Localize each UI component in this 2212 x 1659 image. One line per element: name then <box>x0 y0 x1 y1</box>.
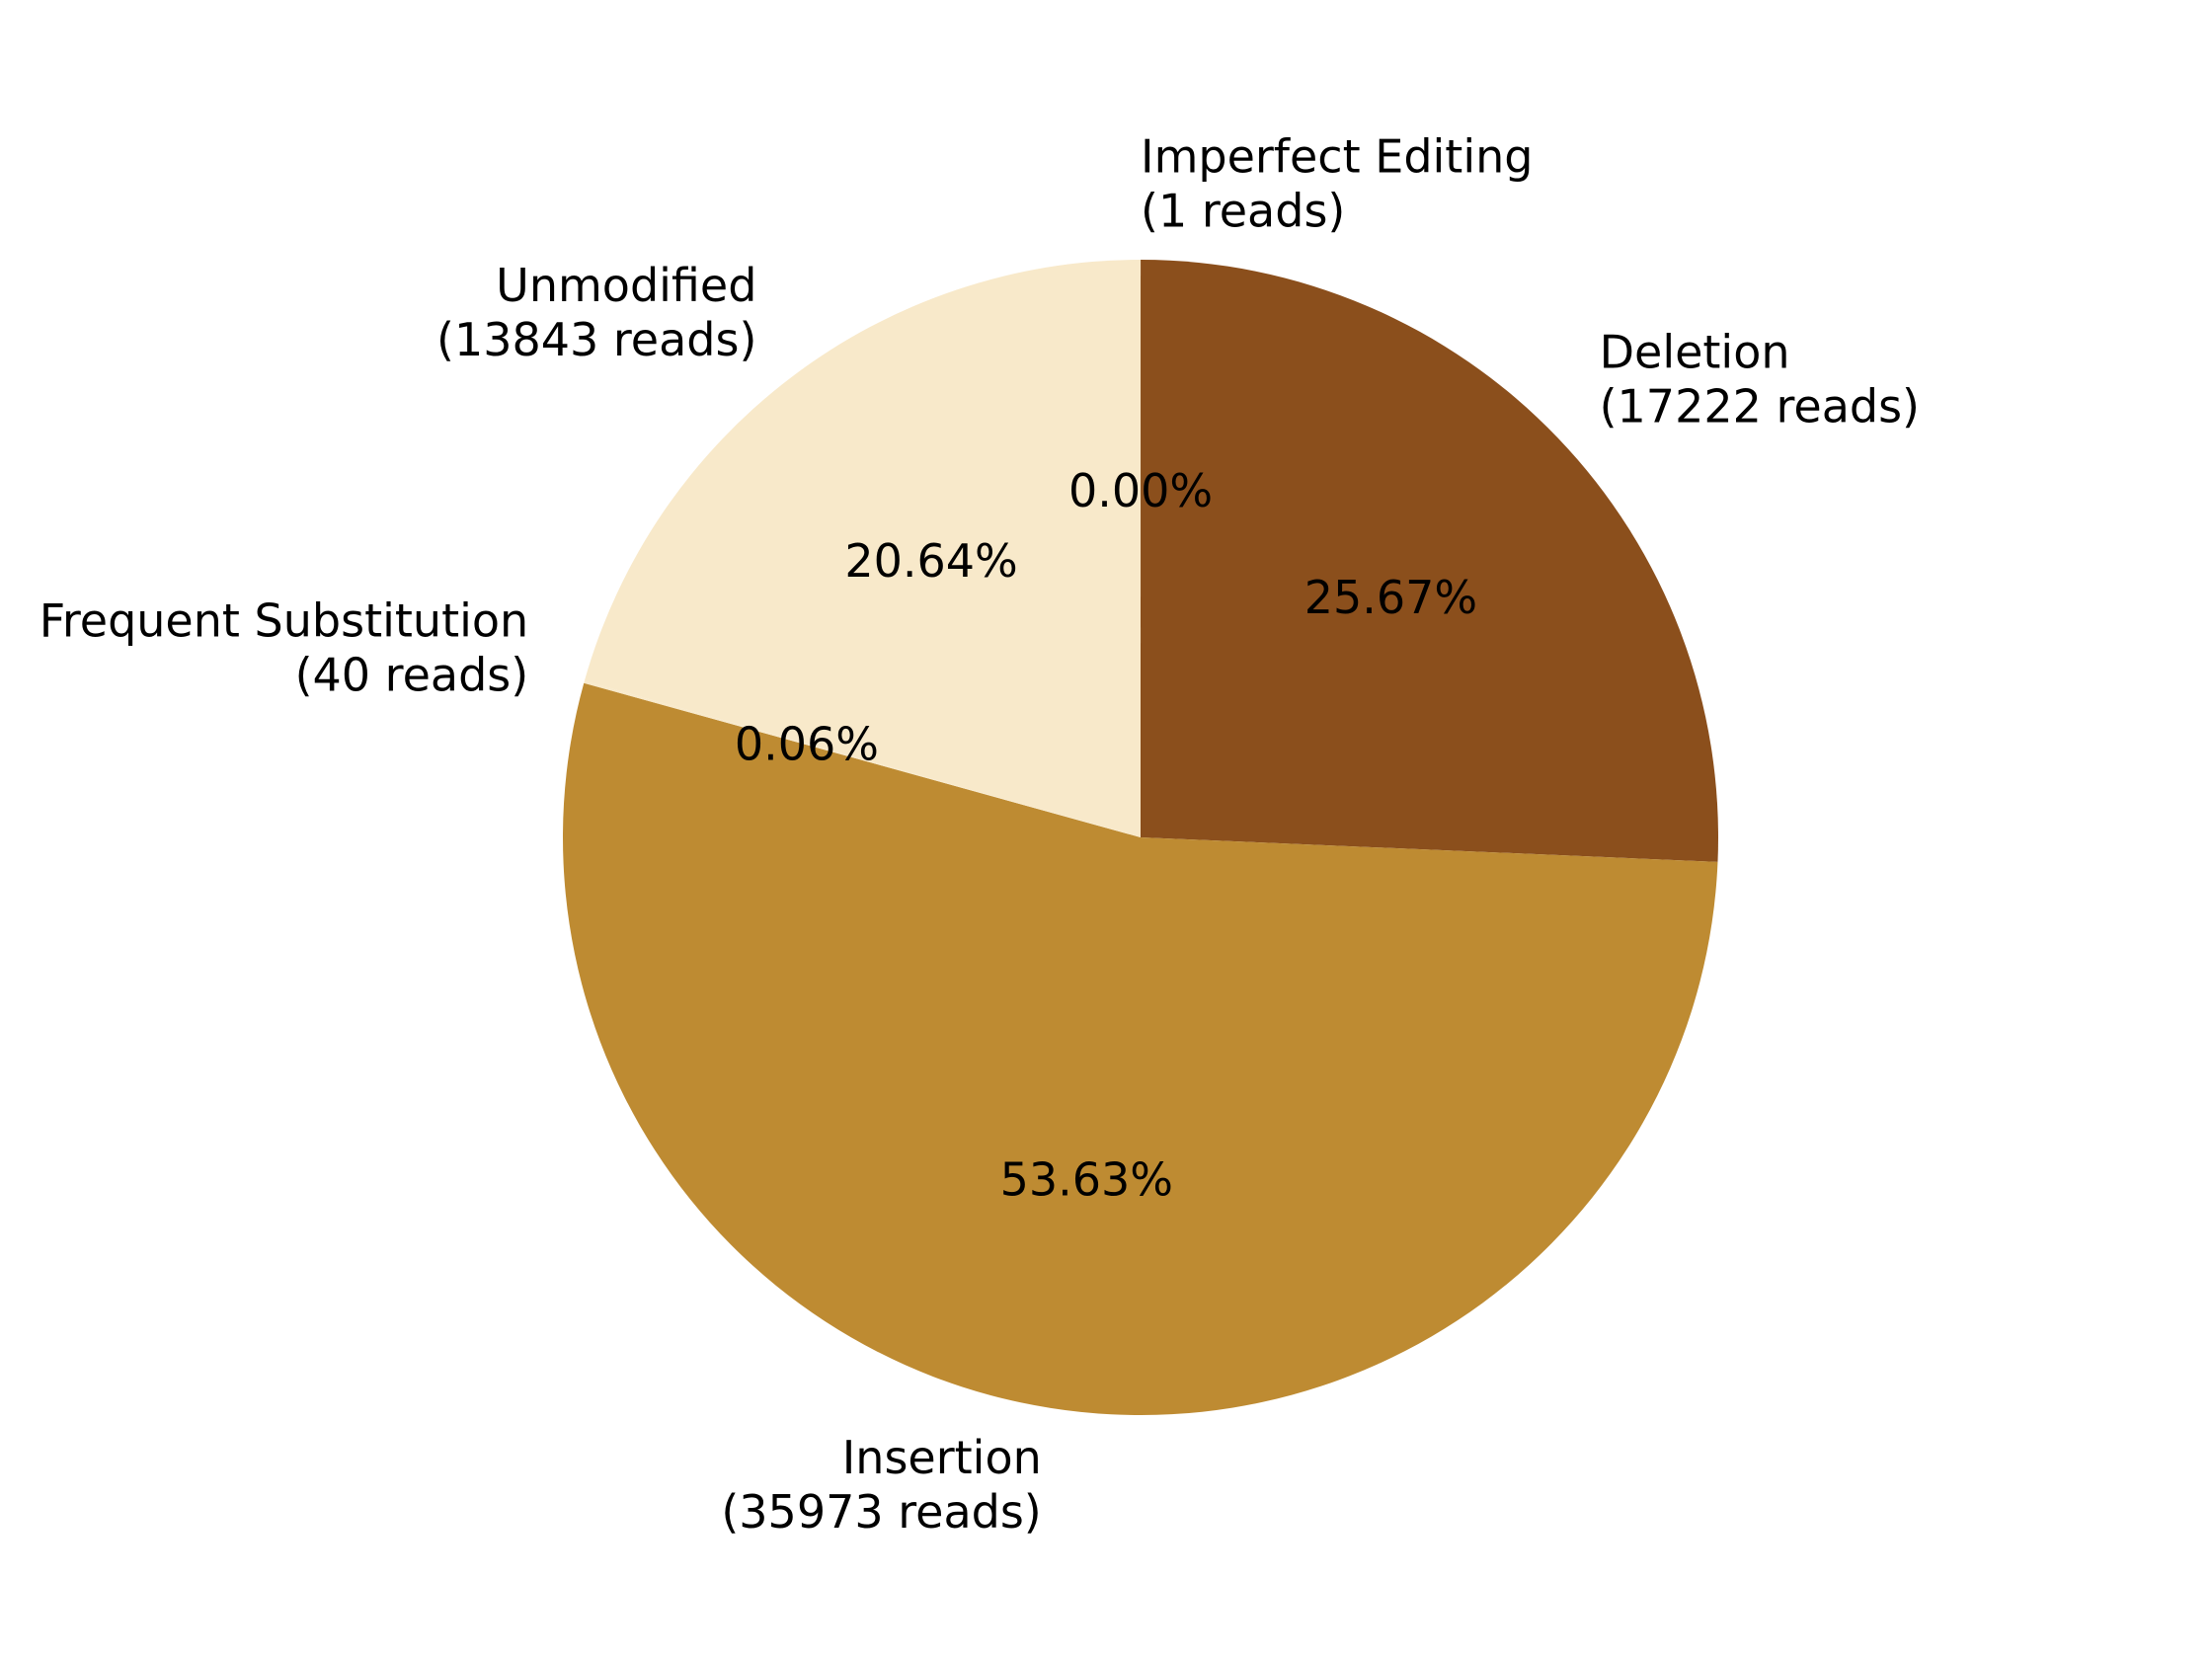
slice-reads-frequent-substitution: (40 reads) <box>295 649 529 702</box>
slice-insertion <box>562 682 1718 1416</box>
slice-label-imperfect-editing: Imperfect Editing <box>1141 129 1533 183</box>
slice-reads-deletion: (17222 reads) <box>1600 380 1920 434</box>
slice-label-unmodified: Unmodified <box>496 259 756 312</box>
slice-label-frequent-substitution: Frequent Substitution <box>40 594 528 648</box>
slice-percent-insertion: 53.63% <box>1000 1153 1173 1207</box>
slice-reads-imperfect-editing: (1 reads) <box>1141 184 1345 237</box>
slice-unmodified <box>584 260 1141 837</box>
slice-reads-unmodified: (13843 reads) <box>436 313 756 366</box>
slice-percent-imperfect-editing: 0.00% <box>1068 464 1213 517</box>
slice-frequent-substitution <box>584 680 1141 837</box>
slice-percent-unmodified: 20.64% <box>844 534 1017 588</box>
slice-percent-frequent-substitution: 0.06% <box>735 718 879 771</box>
labels-layer: Imperfect Editing(1 reads)0.00%Deletion(… <box>40 129 1920 1539</box>
slice-label-insertion: Insertion <box>842 1431 1042 1484</box>
slice-deletion <box>1141 260 1718 862</box>
slice-reads-insertion: (35973 reads) <box>721 1485 1041 1539</box>
slices-layer <box>562 260 1718 1416</box>
slice-percent-deletion: 25.67% <box>1304 571 1477 624</box>
slice-label-deletion: Deletion <box>1600 326 1790 379</box>
